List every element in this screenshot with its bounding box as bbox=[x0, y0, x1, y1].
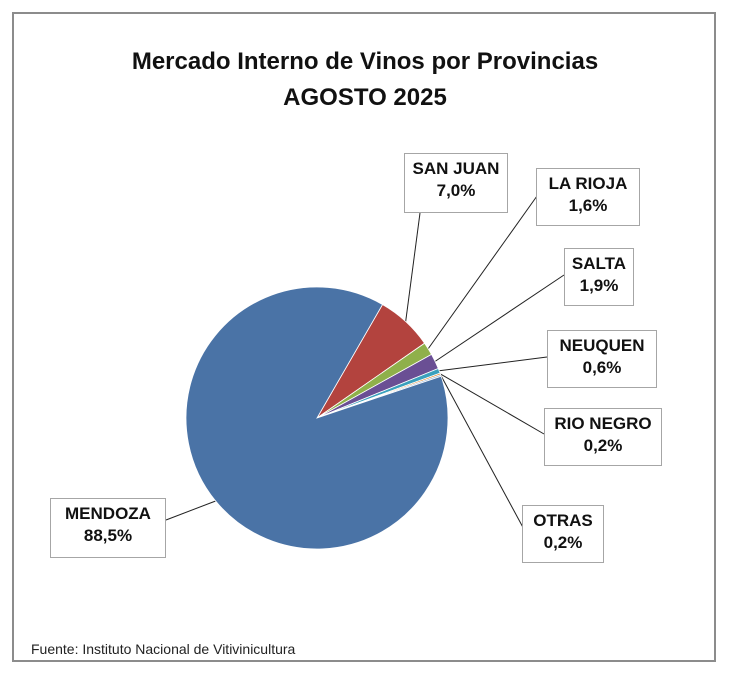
source-note: Fuente: Instituto Nacional de Vitivinicu… bbox=[31, 641, 296, 657]
callout-rio-negro: RIO NEGRO 0,2% bbox=[544, 408, 662, 466]
leader-line-neuquen bbox=[439, 356, 548, 372]
leader-line-salta bbox=[434, 274, 565, 362]
callout-otras: OTRAS 0,2% bbox=[522, 505, 604, 563]
leader-line-otras bbox=[440, 375, 527, 534]
callout-san-juan-value: 7,0% bbox=[436, 181, 476, 200]
pie-slice-mendoza bbox=[185, 286, 449, 550]
pie-slices bbox=[185, 286, 449, 550]
callout-salta-name: SALTA bbox=[571, 254, 627, 273]
leader-lines bbox=[165, 195, 565, 534]
leader-line-san-juan bbox=[405, 212, 421, 322]
callout-la-rioja: LA RIOJA 1,6% bbox=[536, 168, 640, 226]
callout-rio-negro-value: 0,2% bbox=[583, 436, 623, 455]
leader-line-mendoza bbox=[165, 500, 216, 521]
callout-mendoza: MENDOZA 88,5% bbox=[50, 498, 166, 558]
callout-neuquen-value: 0,6% bbox=[582, 358, 622, 377]
callout-la-rioja-value: 1,6% bbox=[568, 196, 608, 215]
callout-mendoza-value: 88,5% bbox=[83, 526, 133, 545]
callout-neuquen: NEUQUEN 0,6% bbox=[547, 330, 657, 388]
callout-san-juan-name: SAN JUAN bbox=[412, 159, 500, 178]
chart-title-line1: Mercado Interno de Vinos por Provincias bbox=[131, 48, 599, 75]
callout-otras-value: 0,2% bbox=[543, 533, 583, 552]
callout-san-juan: SAN JUAN 7,0% bbox=[404, 153, 508, 213]
callout-neuquen-name: NEUQUEN bbox=[559, 336, 645, 355]
callout-rio-negro-name: RIO NEGRO bbox=[554, 414, 652, 433]
leader-line-la-rioja bbox=[427, 195, 538, 350]
callout-mendoza-name: MENDOZA bbox=[65, 504, 151, 523]
chart-title: Mercado Interno de Vinos por Provincias … bbox=[0, 44, 730, 116]
callout-salta-value: 1,9% bbox=[579, 276, 619, 295]
leader-line-rio-negro bbox=[440, 373, 545, 435]
chart-title-line2: AGOSTO 2025 bbox=[283, 84, 447, 111]
callout-salta: SALTA 1,9% bbox=[564, 248, 634, 306]
callout-la-rioja-name: LA RIOJA bbox=[548, 174, 628, 193]
callout-otras-name: OTRAS bbox=[533, 511, 593, 530]
